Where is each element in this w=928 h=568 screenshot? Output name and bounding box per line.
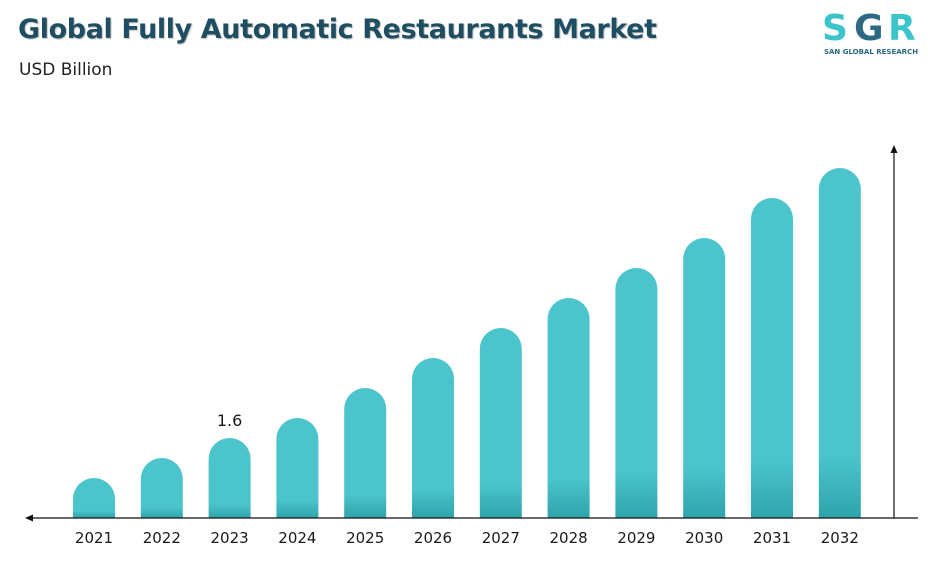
logo-letter-s: S [822, 8, 848, 49]
bar-2024 [276, 418, 319, 518]
x-tick-2025: 2025 [346, 529, 384, 547]
x-tick-2026: 2026 [414, 529, 452, 547]
chart-title: Global Fully Automatic Restaurants Marke… [18, 14, 657, 45]
x-tick-2022: 2022 [143, 529, 181, 547]
x-tick-2023: 2023 [211, 529, 249, 547]
bar-2025 [344, 388, 387, 518]
x-tick-2027: 2027 [482, 529, 520, 547]
bar-2027 [479, 328, 522, 518]
sgr-logo: S G R SAN GLOBAL RESEARCH [822, 8, 918, 56]
x-tick-2032: 2032 [821, 529, 859, 547]
chart-unit: USD Billion [19, 60, 113, 80]
x-tick-labels: 2021 2022 2023 2024 2025 2026 2027 2028 2029 2030… [75, 529, 859, 547]
bars-group [73, 168, 861, 519]
bar-2026 [412, 358, 454, 518]
bar-2029 [615, 268, 658, 518]
bar-2022 [140, 458, 183, 518]
logo-letter-r: R [888, 8, 916, 49]
bar-2023 [208, 438, 251, 518]
y-axis-arrow-icon [890, 145, 898, 153]
x-tick-2024: 2024 [278, 529, 316, 547]
bar-2028 [547, 298, 590, 518]
bar-2031 [751, 198, 793, 518]
bar-2030 [683, 238, 726, 519]
x-tick-2021: 2021 [75, 529, 113, 547]
x-tick-2031: 2031 [753, 529, 791, 547]
x-tick-2029: 2029 [617, 529, 655, 547]
logo-letter-g: G [854, 8, 884, 49]
data-label-2023: 1.6 [217, 411, 242, 430]
bar-2021 [73, 478, 115, 518]
bar-2032 [818, 168, 861, 518]
x-tick-2028: 2028 [550, 529, 588, 547]
x-axis-arrow-icon [25, 514, 33, 522]
x-tick-2030: 2030 [685, 529, 723, 547]
data-labels: 1.6 [217, 411, 242, 430]
logo-tagline: SAN GLOBAL RESEARCH [824, 48, 918, 56]
